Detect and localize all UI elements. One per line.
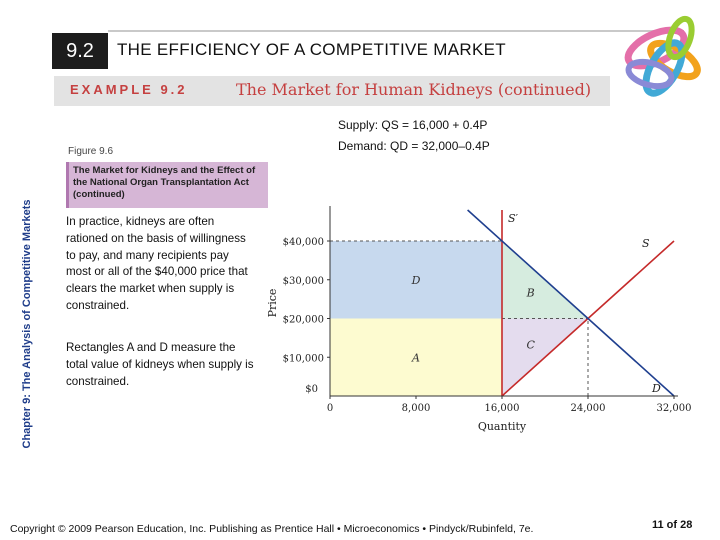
header-rule: [108, 30, 684, 32]
series-label-0: S′: [508, 212, 519, 225]
y-zero-label: $0: [305, 384, 318, 395]
x-axis-title: Quantity: [478, 420, 527, 433]
example-banner: EXAMPLE 9.2 The Market for Human Kidneys…: [54, 76, 610, 106]
chart-labels: D A B C S′ S D $10,000 $20,000 $30,000 $40,000 $0 0 8…: [266, 212, 692, 433]
x-tick-label-1: 8,000: [402, 403, 431, 414]
figure-caption-box: The Market for Kidneys and the Effect of…: [66, 162, 268, 208]
body-paragraph-2: Rectangles A and D measure the total val…: [66, 341, 254, 388]
y-tick-label-1: $20,000: [283, 315, 324, 326]
y-tick-label-0: $10,000: [283, 353, 324, 364]
kidney-market-chart: D A B C S′ S D $10,000 $20,000 $30,000 $40,000 $0 0 8…: [266, 206, 692, 433]
example-title: The Market for Human Kidneys (continued): [236, 80, 592, 99]
region-d: [330, 241, 502, 319]
section-number-badge: 9.2: [52, 33, 108, 69]
page-title: THE EFFICIENCY OF A COMPETITIVE MARKET: [117, 40, 506, 59]
chart-curves: [467, 209, 675, 397]
region-label-c: C: [526, 338, 535, 351]
chart-axes: [327, 206, 678, 399]
example-label: EXAMPLE 9.2: [70, 82, 188, 97]
supply-equation: Supply: QS = 16,000 + 0.4P: [338, 118, 488, 132]
chart-regions: [330, 241, 588, 396]
page-number: 11 of 28: [652, 519, 693, 531]
region-label-b: B: [526, 287, 535, 300]
footer-copyright: Copyright © 2009 Pearson Education, Inc.…: [10, 523, 534, 535]
series-line-2: [467, 209, 675, 397]
region-label-d: D: [411, 274, 421, 287]
figure-label: Figure 9.6: [68, 146, 114, 157]
series-label-2: D: [651, 382, 661, 395]
series-label-1: S: [642, 237, 650, 250]
x-tick-label-3: 24,000: [571, 403, 606, 414]
figure-caption: The Market for Kidneys and the Effect of…: [73, 165, 256, 200]
y-tick-label-2: $30,000: [283, 276, 324, 287]
demand-equation: Demand: QD = 32,000–0.4P: [338, 139, 490, 153]
y-tick-label-3: $40,000: [283, 237, 324, 248]
x-tick-label-4: 32,000: [657, 403, 692, 414]
region-a: [330, 318, 502, 396]
body-paragraph-1: In practice, kidneys are often rationed …: [66, 215, 248, 312]
x-tick-label-2: 16,000: [485, 403, 520, 414]
y-axis-title: Price: [266, 289, 279, 318]
rings-logo-icon: [624, 15, 701, 97]
chapter-side-caption: Chapter 9: The Analysis of Competitive M…: [21, 199, 33, 449]
region-label-a: A: [411, 351, 420, 364]
chart-dashed-lines: [330, 240, 589, 396]
x-tick-label-0: 0: [327, 403, 333, 414]
